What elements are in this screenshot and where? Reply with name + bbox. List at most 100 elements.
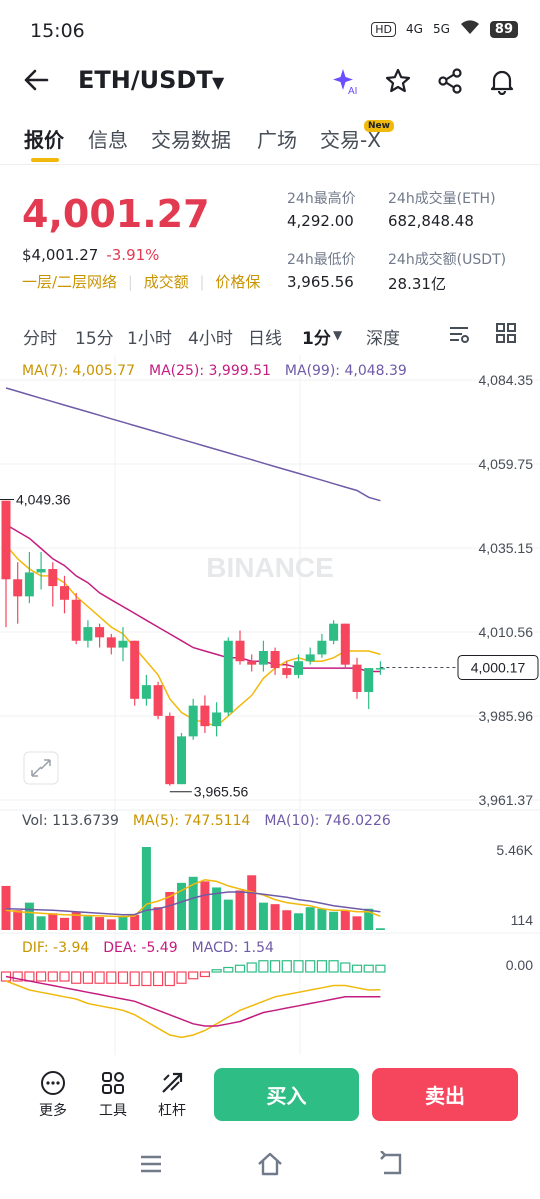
volume-bar [36, 916, 46, 930]
ma99-line [5, 387, 381, 502]
volume-bar [1, 885, 11, 930]
tab-square[interactable]: 广场 [257, 128, 297, 152]
macd-histogram-bar [281, 960, 292, 973]
candle-body [258, 650, 268, 665]
sell-button[interactable]: 卖出 [372, 1068, 518, 1121]
interval-15m[interactable]: 15分 [75, 329, 114, 349]
indicator-settings-icon[interactable] [447, 322, 471, 351]
back-arrow-icon[interactable] [22, 66, 50, 102]
chevron-down-icon[interactable]: ▼ [212, 73, 225, 92]
ma-legend: MA(7): 4,005.77 MA(25): 3,999.51 MA(99): 4… [22, 363, 421, 379]
candle-body [223, 640, 233, 713]
tab-quote[interactable]: 报价 [24, 128, 64, 152]
volume-bar [177, 882, 186, 930]
bell-icon[interactable] [487, 66, 517, 96]
volume-bar [165, 891, 175, 930]
volume-bar [71, 911, 81, 930]
macd-legend: DIF: -3.94 DEA: -5.49 MACD: 1.54 [22, 940, 288, 956]
amount-value: 28.31亿 [388, 275, 446, 293]
battery-icon: 89 [489, 20, 518, 38]
tools-grid-icon [88, 1070, 138, 1100]
interval-depth[interactable]: 深度 [366, 329, 400, 349]
volume-bar [48, 913, 58, 930]
bottom-action-bar: 更多 工具 杠杆 买入 卖出 [0, 1062, 540, 1152]
candle-body [71, 599, 81, 641]
interval-4h[interactable]: 4小时 [188, 329, 233, 349]
candle-body [352, 664, 362, 692]
star-icon[interactable] [383, 66, 413, 96]
candle-body [1, 500, 11, 580]
tag-turnover[interactable]: 成交额 [143, 273, 189, 291]
tab-trade-x[interactable]: 交易-X [320, 128, 381, 152]
candle-body [24, 572, 34, 597]
tools-button[interactable]: 工具 [88, 1070, 138, 1120]
volume-bar [106, 919, 116, 930]
leverage-label: 杠杆 [158, 1103, 186, 1119]
ma99-label: MA(99): 4,048.39 [284, 363, 407, 379]
ma25-label: MA(25): 3,999.51 [149, 363, 271, 379]
leverage-button[interactable]: 杠杆 [147, 1070, 197, 1120]
interval-1m[interactable]: 1分 [302, 329, 331, 349]
usd-price-row: $4,001.27 -3.91% [22, 246, 159, 264]
interval-bar: 分时 15分 1小时 4小时 日线 1分 ▼ 深度 [0, 318, 540, 354]
new-badge: New [364, 120, 394, 132]
candle-body [48, 569, 58, 587]
macd-histogram-bar [141, 971, 152, 987]
kline-chart[interactable]: BINANCE 4,084.35 4,059.75 4,035.15 4,010.56 3… [0, 355, 540, 1055]
binance-watermark: BINANCE [206, 552, 334, 583]
interval-1h[interactable]: 1小时 [127, 329, 172, 349]
volume-bar [95, 917, 105, 930]
macd-histogram-bar [12, 971, 23, 982]
share-icon[interactable] [435, 66, 465, 96]
volume-bar [200, 881, 210, 930]
tab-trading-data[interactable]: 交易数据 [151, 128, 231, 152]
candle-body [130, 640, 140, 699]
volume-bar [247, 875, 257, 930]
volume-bar [223, 899, 233, 930]
candle-body [153, 685, 163, 716]
macd-histogram-bar [270, 960, 281, 973]
low-label: 24h最低价 [287, 252, 356, 268]
price-tick-label: 4,059.75 [479, 456, 534, 472]
macd-histogram-bar [153, 971, 164, 987]
volume-bar [153, 907, 163, 930]
tag-layer-network[interactable]: 一层/二层网络 [22, 273, 118, 291]
amount-label: 24h成交额(USDT) [388, 252, 507, 268]
macd-histogram-bar [223, 966, 234, 973]
candle-body [13, 579, 23, 597]
macd-histogram-bar [59, 971, 70, 982]
vma10-line [5, 891, 381, 916]
low-marker-label: 3,965.56 [194, 784, 249, 800]
interval-dropdown-icon[interactable]: ▼ [333, 328, 343, 342]
dea-label: DEA: -5.49 [103, 940, 178, 956]
home-nav-icon[interactable] [256, 1151, 284, 1183]
layout-grid-icon[interactable] [495, 322, 517, 349]
volume-label: 24h成交量(ETH) [388, 191, 496, 207]
interval-1d[interactable]: 日线 [248, 329, 282, 349]
candle-body [106, 637, 116, 648]
more-button[interactable]: 更多 [28, 1070, 78, 1120]
interval-timeline[interactable]: 分时 [23, 329, 57, 349]
high-label: 24h最高价 [287, 191, 356, 207]
macd-histogram-bar [211, 969, 222, 973]
expand-arrows-icon [31, 759, 51, 777]
buy-button[interactable]: 买入 [214, 1068, 359, 1121]
price-tick-label: 4,035.15 [479, 540, 534, 556]
ai-sparkle-icon[interactable]: AI [330, 66, 360, 96]
macd-histogram-bar [340, 962, 351, 973]
vol-label: Vol: 113.6739 [22, 813, 119, 829]
price-tick-label: 4,010.56 [479, 624, 534, 640]
macd-histogram-bar [82, 971, 94, 984]
volume-bar [317, 908, 327, 930]
dif-line [5, 980, 381, 1039]
tag-price-protect[interactable]: 价格保 [215, 273, 261, 291]
back-nav-icon[interactable] [378, 1150, 404, 1183]
menu-nav-icon[interactable] [138, 1151, 164, 1183]
status-time: 15:06 [30, 20, 85, 42]
vol-tick-label: 114 [511, 912, 534, 928]
tab-info[interactable]: 信息 [88, 128, 128, 152]
pair-title[interactable]: ETH/USDT [78, 66, 213, 94]
price-tick-label: 4,084.35 [479, 372, 534, 388]
ai-label: AI [348, 86, 357, 96]
macd-zero-label: 0.00 [506, 957, 533, 973]
